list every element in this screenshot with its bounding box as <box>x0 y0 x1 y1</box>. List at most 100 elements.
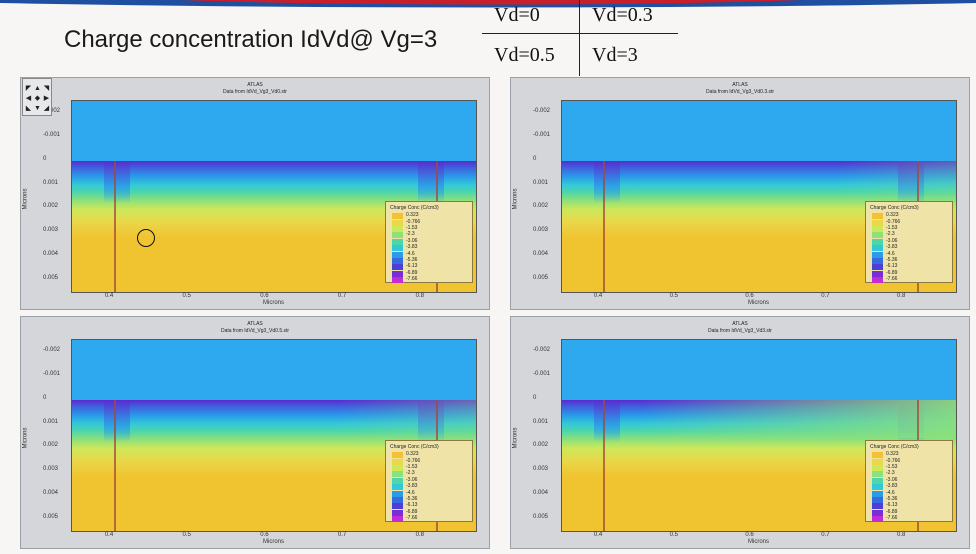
colorbar-level-label: -7.66 <box>886 276 898 283</box>
pan-zoom-control[interactable]: ◤ ▲ ◥ ◀ ◆ ▶ ◣ ▼ ◢ <box>22 78 52 116</box>
y-tick-label: 0.003 <box>43 227 59 234</box>
source-contact <box>603 399 606 531</box>
annotation-circle <box>137 229 155 247</box>
y-tick-label: -0.001 <box>43 131 61 138</box>
colorbar-level-label: -6.13 <box>406 502 418 509</box>
y-tick-label: 0 <box>43 155 47 162</box>
y-tick-label: 0 <box>533 394 537 401</box>
plot-app-title: ATLAS <box>247 321 263 327</box>
plot-subtitle: Data from IdVd_Vg3_Vd0.3.str <box>705 89 775 95</box>
colorbar-level-label: -0.766 <box>886 457 901 464</box>
source-contact <box>114 160 117 292</box>
vd-table-cell: Vd=0 <box>494 4 540 26</box>
x-axis-label: Microns <box>263 539 285 545</box>
colorbar-swatch <box>392 238 403 245</box>
pan-down-icon[interactable]: ▼ <box>34 105 41 112</box>
colorbar-level-label: -2.3 <box>406 231 415 238</box>
colorbar-level-label: -6.89 <box>886 269 898 276</box>
y-tick-label: -0.001 <box>533 131 551 138</box>
y-tick-label: 0.002 <box>43 203 59 210</box>
colorbar-swatch <box>872 226 883 233</box>
colorbar-swatch <box>872 277 883 284</box>
x-tick-label: 0.8 <box>415 293 424 299</box>
y-tick-label: 0.002 <box>533 442 549 449</box>
colorbar-level-label: -3.83 <box>886 244 898 251</box>
colorbar-level-label: -3.83 <box>886 483 898 490</box>
zoom-center-icon[interactable]: ◆ <box>34 95 41 102</box>
y-axis-label: Microns <box>512 187 519 210</box>
colorbar-swatch <box>872 238 883 245</box>
colorbar-swatch <box>392 509 403 516</box>
colorbar-level-label: -6.89 <box>406 269 418 276</box>
colorbar-swatch <box>392 452 403 459</box>
colorbar-swatch <box>872 465 883 472</box>
plot-area <box>561 339 957 532</box>
colorbar-level-label: -0.766 <box>886 218 901 225</box>
x-tick-label: 0.6 <box>745 532 754 538</box>
y-tick-label: 0.003 <box>533 466 549 473</box>
x-tick-label: 0.8 <box>896 293 906 299</box>
colorbar-level-label: -1.53 <box>886 225 898 232</box>
colorbar-swatch <box>392 264 403 271</box>
y-axis-label: Microns <box>22 426 29 449</box>
colorbar-swatch <box>872 232 883 239</box>
colorbar-swatch <box>392 484 403 491</box>
atlas-plot-panel: ATLAS Data from IdVd_Vg3_Vd0.str -0.002-… <box>20 77 490 310</box>
pan-right-icon[interactable]: ▶ <box>43 95 50 102</box>
colorbar-swatch <box>872 516 883 523</box>
pan-left-icon[interactable]: ◀ <box>25 95 32 102</box>
y-tick-label: 0 <box>43 394 47 401</box>
y-tick-label: 0.004 <box>533 490 549 497</box>
colorbar-swatch <box>392 270 403 277</box>
pan-down-left-icon[interactable]: ◣ <box>25 105 32 112</box>
colorbar-level-label: -6.13 <box>886 263 898 270</box>
y-tick-label: 0.001 <box>533 418 549 425</box>
colorbar-level-label: -3.06 <box>406 476 418 483</box>
y-tick-label: -0.001 <box>533 370 551 377</box>
x-tick-label: 0.6 <box>260 532 269 538</box>
oxide-region <box>72 101 476 161</box>
x-tick-label: 0.6 <box>745 293 754 299</box>
y-tick-label: -0.002 <box>533 346 551 353</box>
y-tick-label: -0.002 <box>43 346 61 353</box>
pan-up-right-icon[interactable]: ◥ <box>43 85 50 92</box>
colorbar-level-label: 0.323 <box>886 212 899 219</box>
y-axis-label: Microns <box>22 187 29 210</box>
y-axis-label: Microns <box>512 426 519 449</box>
oxide-region <box>562 340 956 400</box>
colorbar-swatch <box>872 503 883 510</box>
colorbar-level-label: -4.6 <box>886 250 895 257</box>
drain-pinchoff-region <box>337 399 476 438</box>
plot-subtitle: Data from IdVd_Vg3_Vd0.str <box>223 89 287 95</box>
colorbar-level-label: -7.66 <box>406 515 418 522</box>
left-well-region <box>593 399 620 442</box>
pan-up-left-icon[interactable]: ◤ <box>25 85 32 92</box>
colorbar-swatch <box>392 477 403 484</box>
pan-down-right-icon[interactable]: ◢ <box>43 105 50 112</box>
colorbar-swatch <box>872 509 883 516</box>
y-tick-label: 0.005 <box>533 275 549 282</box>
pan-up-icon[interactable]: ▲ <box>34 85 41 92</box>
x-tick-label: 0.4 <box>104 532 114 538</box>
drain-pinchoff-region <box>835 160 956 199</box>
plot-subtitle: Data from IdVd_Vg3_Vd3.str <box>708 328 772 334</box>
colorbar-swatch <box>392 245 403 252</box>
y-tick-label: 0.005 <box>43 275 59 282</box>
colorbar-swatch <box>872 219 883 226</box>
y-tick-label: 0.001 <box>43 179 59 186</box>
colorbar-swatch <box>872 452 883 459</box>
y-tick-label: 0.005 <box>43 514 59 521</box>
y-tick-label: 0.001 <box>43 418 59 425</box>
colorbar-swatch <box>872 270 883 277</box>
right-well-region <box>898 160 925 203</box>
colorbar-level-label: -0.766 <box>406 218 421 225</box>
plot-area <box>71 339 477 532</box>
colorbar-level-label: -6.13 <box>886 502 898 509</box>
colorbar-level-label: -3.06 <box>886 476 898 483</box>
x-tick-label: 0.4 <box>593 293 603 299</box>
colorbar-level-label: -5.36 <box>886 496 898 503</box>
x-tick-label: 0.8 <box>415 532 424 538</box>
x-tick-label: 0.6 <box>260 293 269 299</box>
colorbar-level-label: -5.36 <box>406 496 418 503</box>
colorbar-level-label: -3.06 <box>886 237 898 244</box>
